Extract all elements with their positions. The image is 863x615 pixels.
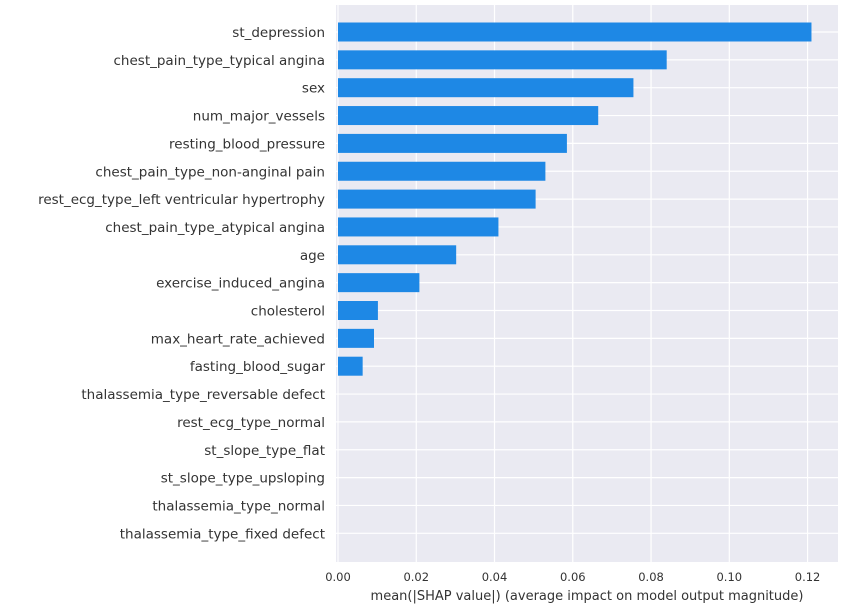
category-label: thalassemia_type_normal — [152, 498, 325, 514]
x-axis-label: mean(|SHAP value|) (average impact on mo… — [371, 589, 804, 604]
x-tick-label: 0.08 — [638, 570, 664, 584]
bar — [338, 245, 457, 265]
x-tick-label: 0.04 — [482, 570, 508, 584]
category-label: st_depression — [232, 25, 325, 41]
category-label: chest_pain_type_non-anginal pain — [95, 164, 325, 180]
x-tick-label: 0.12 — [795, 570, 821, 584]
bar — [338, 301, 378, 320]
category-label: st_slope_type_flat — [204, 443, 325, 459]
x-tick-label: 0.00 — [325, 570, 351, 584]
bar — [338, 22, 812, 42]
x-tick-label: 0.06 — [560, 570, 586, 584]
category-label: rest_ecg_type_left ventricular hypertrop… — [38, 192, 325, 208]
bar — [338, 78, 634, 98]
bar — [338, 328, 374, 348]
bar — [338, 161, 546, 181]
x-tick-label: 0.02 — [403, 570, 429, 584]
x-tick-label: 0.10 — [716, 570, 742, 584]
category-label: chest_pain_type_atypical angina — [105, 220, 325, 236]
category-label: cholesterol — [251, 304, 325, 320]
category-labels: st_depression chest_pain_type_typical ang… — [38, 25, 325, 542]
bar — [338, 133, 567, 153]
category-label: rest_ecg_type_normal — [177, 415, 325, 431]
category-label: sex — [302, 81, 325, 97]
bar — [338, 217, 499, 237]
category-label: fasting_blood_sugar — [190, 359, 326, 375]
bar — [338, 273, 420, 293]
category-label: exercise_induced_angina — [156, 276, 325, 292]
category-label: age — [300, 248, 325, 264]
bar — [338, 189, 536, 209]
plot-background — [336, 5, 838, 562]
category-label: st_slope_type_upsloping — [161, 471, 325, 487]
category-label: chest_pain_type_typical angina — [114, 53, 326, 69]
category-label: thalassemia_type_reversable defect — [81, 387, 325, 403]
bar — [338, 50, 667, 70]
bars — [338, 22, 812, 376]
category-label: max_heart_rate_achieved — [151, 331, 325, 347]
category-label: resting_blood_pressure — [169, 136, 325, 152]
category-label: thalassemia_type_fixed defect — [120, 526, 325, 542]
bar — [338, 106, 599, 126]
category-label: num_major_vessels — [193, 109, 325, 125]
bar — [338, 356, 363, 376]
x-tick-labels: 0.00 0.02 0.04 0.06 0.08 0.10 0.12 — [325, 570, 820, 584]
